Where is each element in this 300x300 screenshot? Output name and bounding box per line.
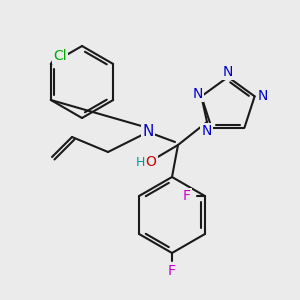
Text: Cl: Cl xyxy=(53,49,67,63)
Text: O: O xyxy=(146,155,156,169)
Text: F: F xyxy=(183,189,191,203)
Text: N: N xyxy=(142,124,154,140)
Text: N: N xyxy=(192,87,203,101)
Text: N: N xyxy=(223,65,233,79)
Text: N: N xyxy=(257,89,268,103)
Text: N: N xyxy=(201,124,212,138)
Text: H: H xyxy=(135,155,145,169)
Text: F: F xyxy=(168,264,176,278)
